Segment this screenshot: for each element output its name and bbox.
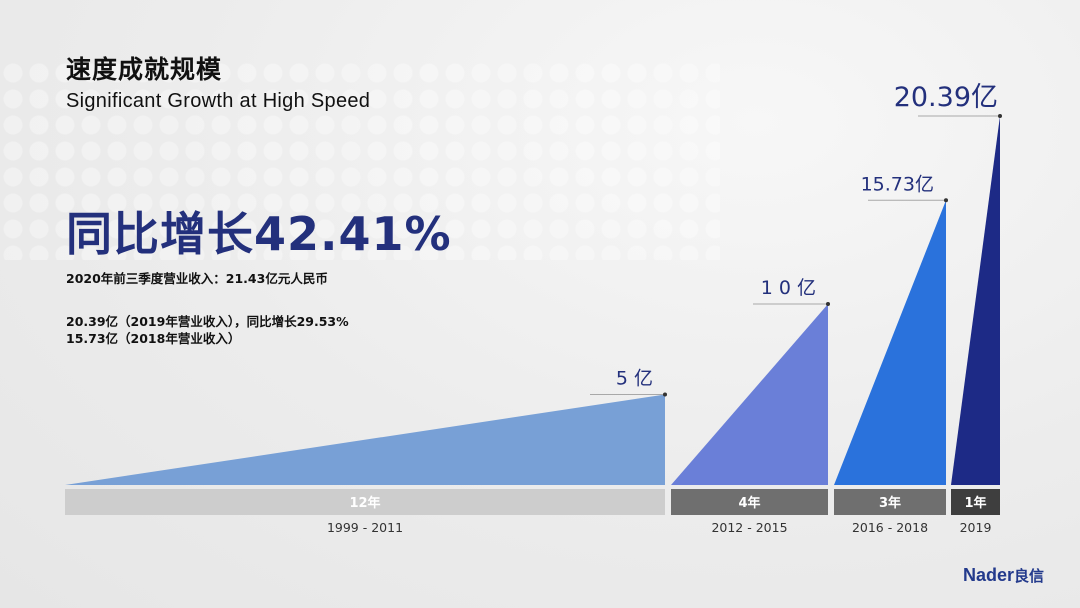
duration-bar-1: [65, 489, 665, 515]
growth-segment-2: [671, 304, 828, 485]
background-dot-pattern: [0, 60, 720, 260]
period-label-4: 2019: [960, 520, 992, 535]
page-title: 速度成就规模: [66, 55, 223, 84]
value-dot-2: [826, 302, 830, 306]
value-dot-3: [944, 198, 948, 203]
value-label-4: 20.39亿: [894, 82, 998, 113]
growth-segment-4: [951, 115, 1000, 485]
period-label-1: 1999 - 2011: [327, 520, 403, 535]
growth-segment-3: [834, 200, 946, 486]
duration-bar-4: [951, 489, 1000, 515]
brand-logo: Nader良信: [962, 565, 1044, 585]
note-2019-revenue: 20.39亿（2019年营业收入），同比增长29.53%: [66, 314, 349, 329]
value-dot-1: [663, 392, 667, 397]
value-label-2: 1 0 亿: [761, 277, 816, 299]
period-label-2: 2012 - 2015: [711, 520, 787, 535]
note-2018-revenue: 15.73亿（2018年营业收入）: [66, 331, 241, 346]
growth-segment-1: [65, 394, 665, 485]
page-subtitle: Significant Growth at High Speed: [66, 90, 371, 112]
duration-bar-2: [671, 489, 828, 515]
duration-label-3: 3年: [879, 495, 901, 511]
period-label-3: 2016 - 2018: [852, 520, 928, 535]
value-dot-4: [998, 113, 1002, 118]
value-label-3: 15.73亿: [861, 173, 934, 195]
value-label-1: 5 亿: [616, 368, 653, 390]
duration-bar-3: [834, 489, 946, 515]
growth-headline: 同比增长42.41%: [66, 207, 452, 261]
duration-label-2: 4年: [738, 495, 760, 511]
duration-label-1: 12年: [349, 495, 380, 511]
note-2020-revenue: 2020年前三季度营业收入：21.43亿元人民币: [66, 271, 328, 286]
duration-label-4: 1年: [964, 495, 986, 511]
